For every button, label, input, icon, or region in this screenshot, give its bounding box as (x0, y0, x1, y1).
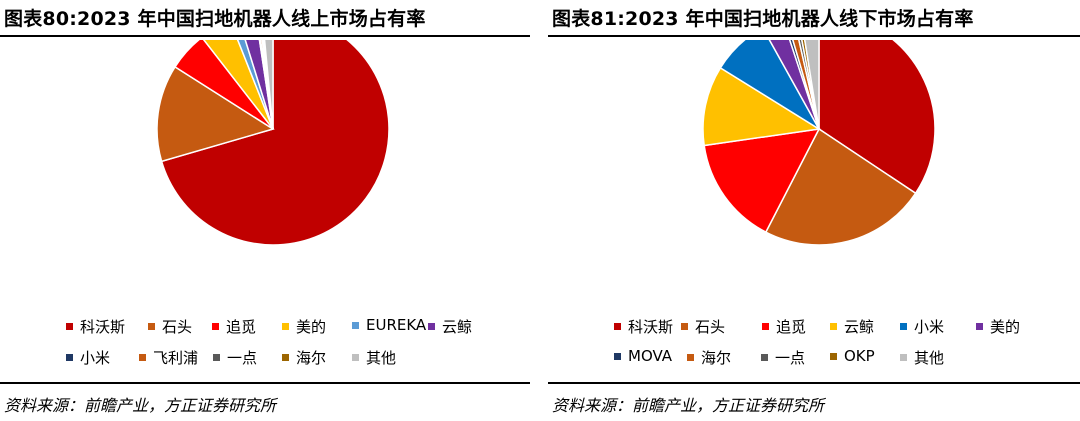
pie-slice-小米 (719, 40, 822, 132)
legend-label: 美的 (990, 318, 1021, 336)
chart-panel-offline: 图表81:2023 年中国扫地机器人线下市场占有率 科沃斯 石头 追觅 云鲸 小米 美的 M… (548, 0, 1080, 421)
legend-item: 云鲸 (428, 316, 472, 337)
pie-slice-其他 (803, 40, 820, 130)
bottom-divider (0, 382, 530, 384)
legend-label: EUREKA (366, 316, 427, 334)
legend-swatch (352, 321, 359, 329)
legend-swatch (976, 323, 983, 330)
legend-item: 追觅 (762, 316, 806, 337)
pie-chart-offline (702, 40, 936, 246)
legend-swatch (66, 354, 73, 361)
legend-item: 美的 (976, 316, 1020, 337)
legend-item: 其他 (352, 347, 396, 368)
legend-label: OKP (844, 347, 875, 365)
pie-slice-科沃斯 (160, 40, 390, 246)
legend-swatch (66, 323, 73, 330)
legend-swatch (139, 354, 146, 361)
legend-swatch (681, 323, 688, 330)
legend-row: 科沃斯 石头 追觅 云鲸 小米 美的 (548, 316, 1080, 338)
legend-swatch (148, 323, 155, 330)
legend-label: 小米 (914, 318, 945, 336)
legend-label: 海尔 (296, 349, 327, 367)
legend-label: 云鲸 (442, 318, 473, 336)
legend-label: 其他 (366, 349, 397, 367)
legend-swatch (687, 354, 694, 361)
pie-slice-科沃斯 (818, 40, 936, 195)
legend-label: 一点 (775, 349, 806, 367)
pie-slice-石头 (764, 127, 917, 246)
legend-swatch (282, 354, 289, 361)
legend-swatch (762, 323, 769, 330)
pie-slice-美的 (768, 40, 820, 130)
legend-item: 石头 (148, 316, 192, 337)
legend-swatch (614, 323, 621, 330)
chart-panel-online: 图表80:2023 年中国扫地机器人线上市场占有率 科沃斯 石头 追觅 美的 EUREK… (0, 0, 530, 421)
legend-item: 科沃斯 (614, 316, 673, 337)
legend-swatch (213, 354, 220, 361)
legend-swatch (900, 354, 907, 361)
legend-item: 海尔 (282, 347, 326, 368)
legend-item: 飞利浦 (139, 347, 198, 368)
legend-item: 小米 (900, 316, 944, 337)
legend-swatch (352, 354, 359, 361)
pie-slice-EUREKA (236, 40, 274, 130)
legend-item: 其他 (900, 347, 944, 368)
legend-item: 小米 (66, 347, 110, 368)
pie-slice-美的 (203, 40, 274, 130)
legend-swatch (900, 323, 907, 330)
legend-label: 其他 (914, 349, 945, 367)
pie-slice-石头 (156, 65, 275, 163)
legend-label: 海尔 (701, 349, 732, 367)
legend-item: 美的 (282, 316, 326, 337)
legend-label: 美的 (296, 318, 327, 336)
legend-item: EUREKA (352, 316, 426, 334)
top-divider (548, 35, 1080, 37)
legend-item: MOVA (614, 347, 672, 365)
legend-label: MOVA (628, 347, 673, 365)
legend-label: 追觅 (776, 318, 807, 336)
legend-row: MOVA 海尔 一点 OKP 其他 (548, 347, 1080, 369)
legend-swatch (614, 352, 621, 360)
legend-swatch (761, 354, 768, 361)
pie-slice-一点 (798, 40, 820, 130)
legend-item: 海尔 (687, 347, 731, 368)
legend-item: 云鲸 (830, 316, 874, 337)
chart-title: 图表81:2023 年中国扫地机器人线下市场占有率 (552, 8, 974, 30)
source-note: 资料来源：前瞻产业，方正证券研究所 (4, 396, 277, 415)
legend-item: 石头 (681, 316, 725, 337)
legend-swatch (830, 352, 837, 360)
legend-item: 一点 (213, 347, 257, 368)
legend-label: 石头 (162, 318, 193, 336)
legend-label: 一点 (227, 349, 258, 367)
legend-item: 科沃斯 (66, 316, 125, 337)
legend-label: 石头 (695, 318, 726, 336)
legend-label: 科沃斯 (628, 318, 674, 336)
pie-chart-online (156, 40, 390, 246)
legend-row: 科沃斯 石头 追觅 美的 EUREKA 云鲸 (0, 316, 530, 338)
legend-label: 云鲸 (844, 318, 875, 336)
legend-label: 飞利浦 (153, 349, 199, 367)
legend-swatch (428, 323, 435, 330)
pie-slice-追觅 (174, 40, 274, 130)
top-divider (0, 35, 530, 37)
bottom-divider (548, 382, 1080, 384)
legend-swatch (830, 323, 837, 330)
legend-label: 小米 (80, 349, 111, 367)
legend-row: 小米 飞利浦 一点 海尔 其他 (0, 347, 530, 369)
pie-slice-云鲸 (244, 40, 274, 130)
pie-slice-云鲸 (702, 66, 822, 147)
legend-item: 一点 (761, 347, 805, 368)
legend-item: OKP (830, 347, 875, 365)
pie-slice-追觅 (703, 128, 821, 234)
pie-slice-海尔 (792, 40, 820, 130)
pie-slice-其他 (263, 40, 274, 130)
legend-item: 追觅 (212, 316, 256, 337)
legend-label: 追觅 (226, 318, 257, 336)
chart-title: 图表80:2023 年中国扫地机器人线上市场占有率 (4, 8, 426, 30)
legend-label: 科沃斯 (80, 318, 126, 336)
source-note: 资料来源：前瞻产业，方正证券研究所 (552, 396, 825, 415)
legend-swatch (282, 323, 289, 330)
legend-swatch (212, 323, 219, 330)
